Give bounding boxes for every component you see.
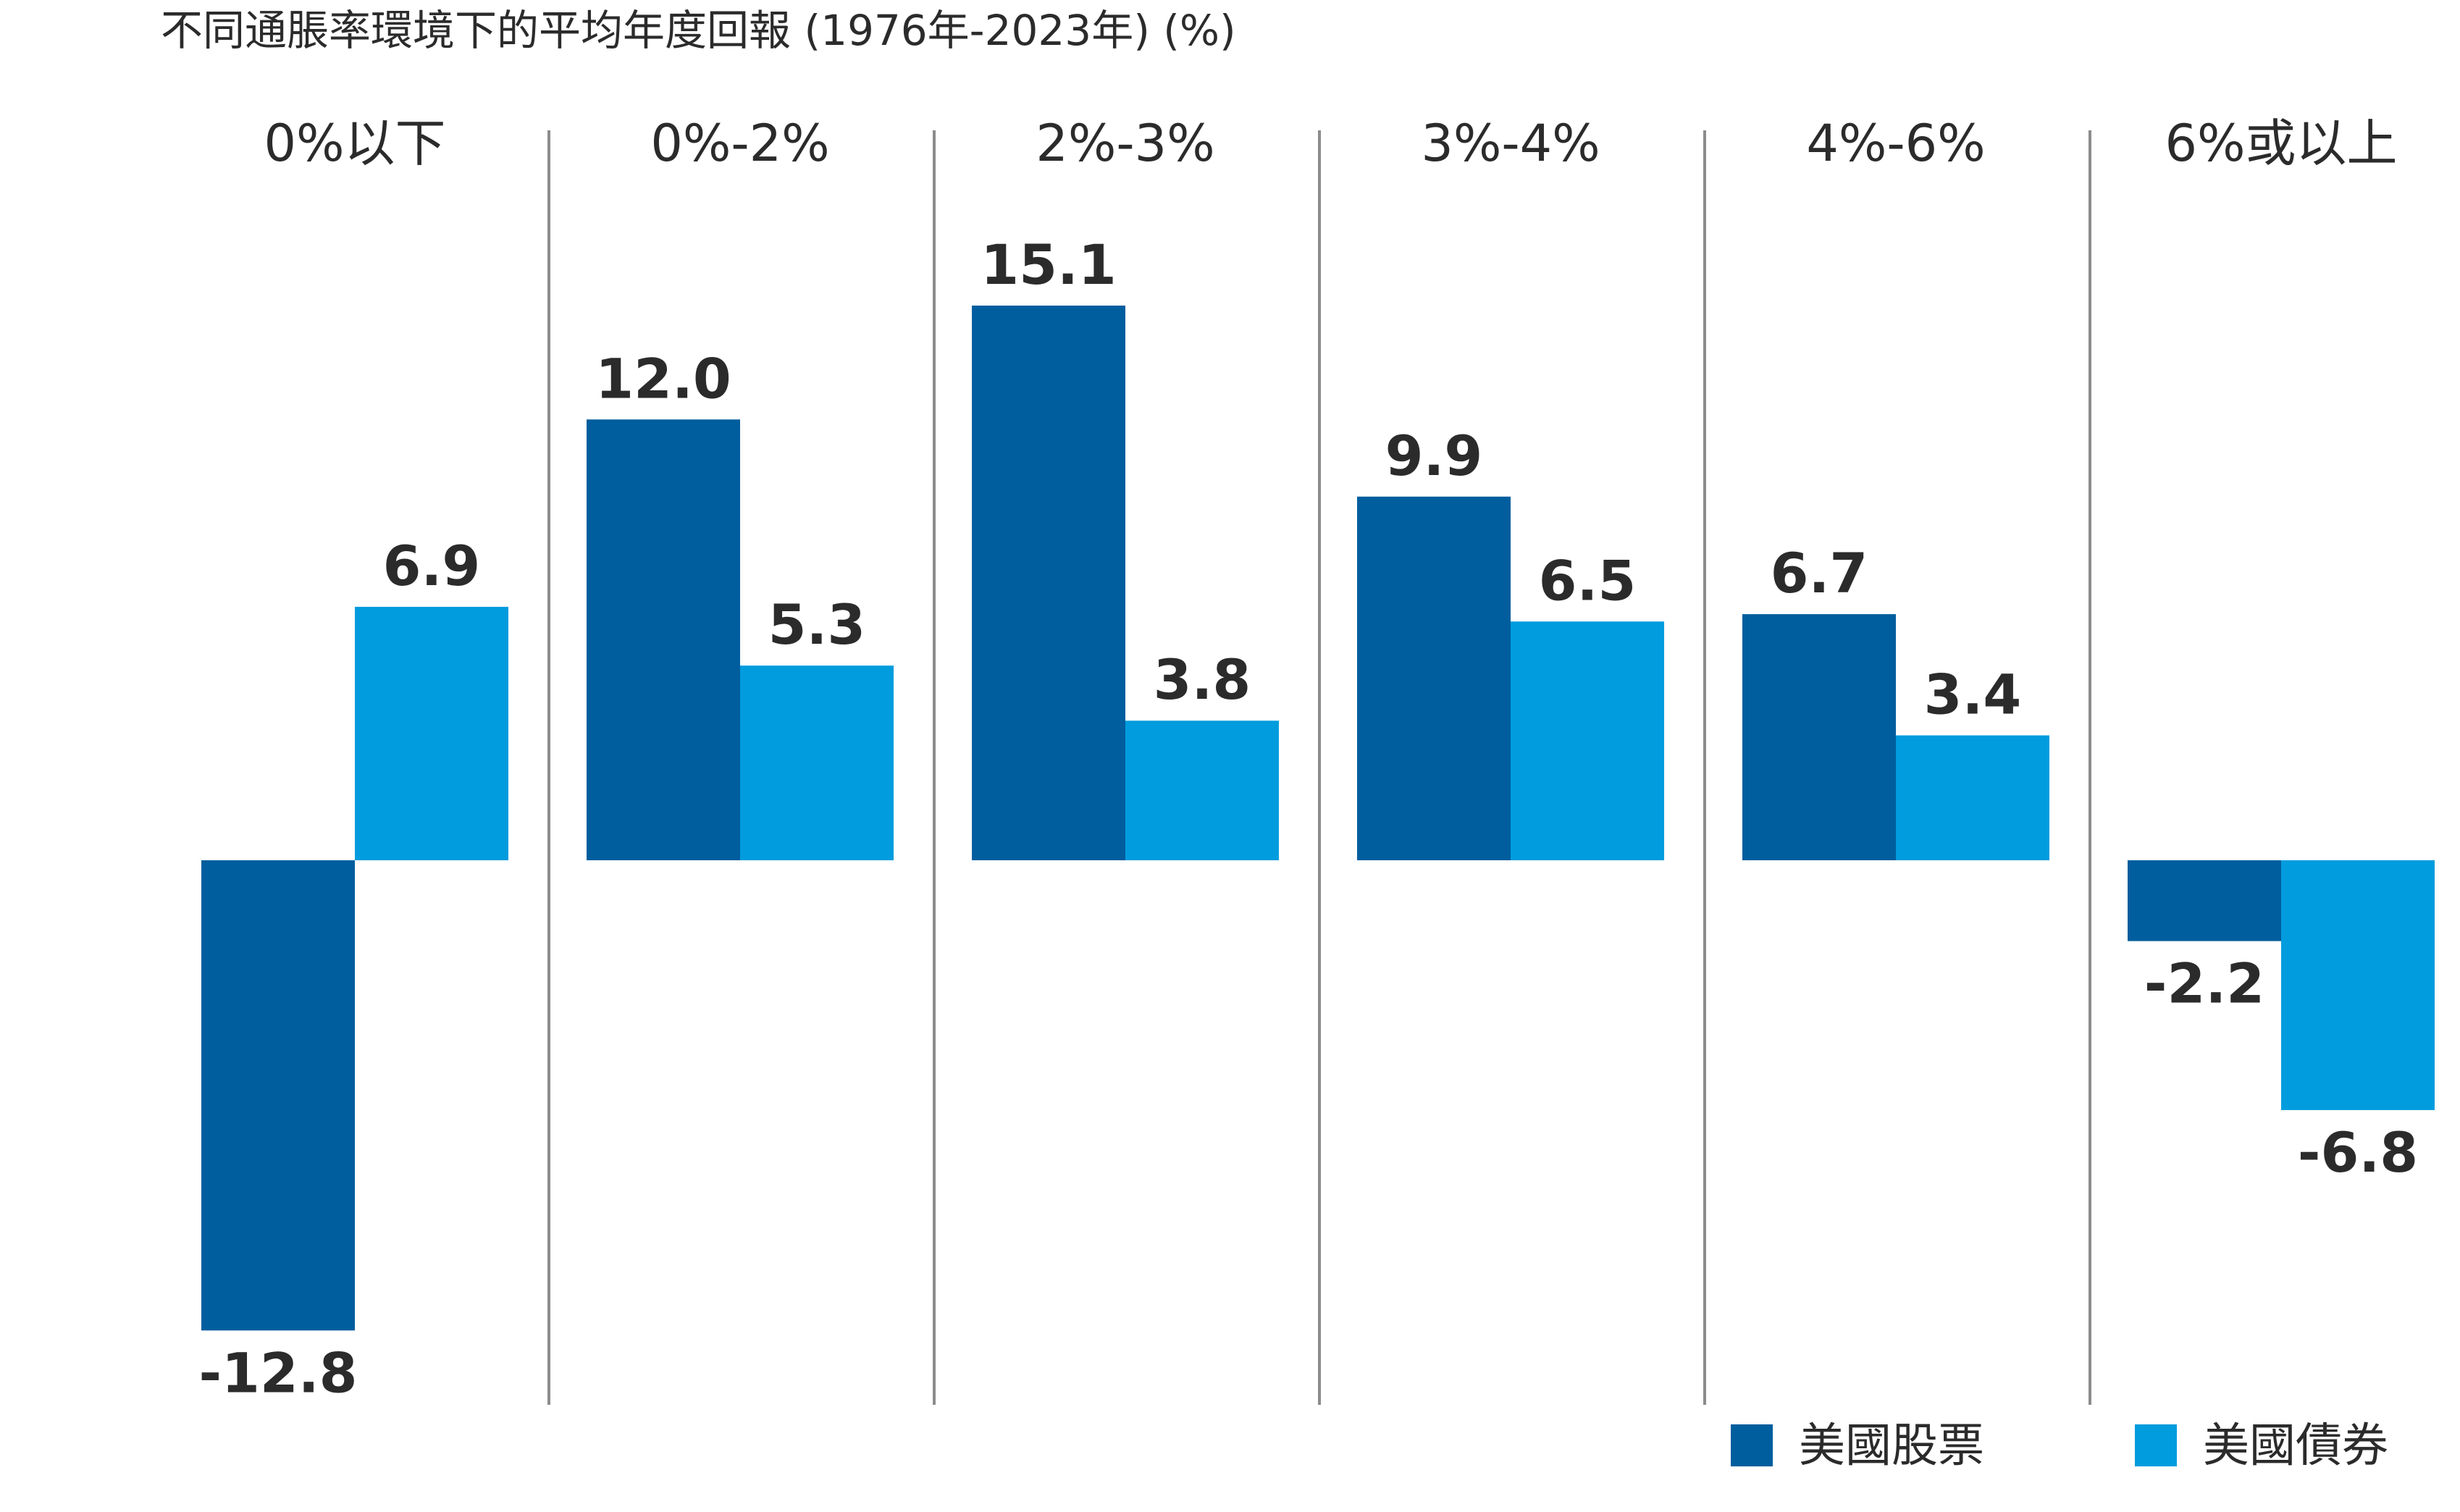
bar: [201, 860, 355, 1331]
bar: [1896, 735, 2049, 860]
legend-swatch: [2135, 1424, 2177, 1466]
bar: [1511, 621, 1664, 860]
chart-title: 不同通脹率環境下的平均年度回報 (1976年-2023年) (%): [161, 6, 1236, 55]
data-label: 3.4: [1924, 663, 2022, 727]
legend: 美國股票 美國債券: [1731, 1419, 2388, 1473]
data-label: -6.8: [2298, 1120, 2418, 1185]
data-label: 6.5: [1539, 548, 1637, 613]
category-label: 0%-2%: [650, 114, 829, 173]
category-label: 0%以下: [264, 114, 445, 173]
bar: [740, 665, 894, 860]
legend-label: 美國股票: [1799, 1419, 1984, 1473]
bar: [1125, 721, 1279, 860]
legend-swatch: [1731, 1424, 1773, 1466]
bar: [355, 606, 508, 860]
bars: [201, 306, 2435, 1331]
bar: [587, 419, 740, 860]
data-label: 5.3: [768, 592, 866, 657]
category-label: 3%-4%: [1421, 114, 1600, 173]
value-labels: -12.8 12.0 15.1 9.9 6.7 -2.2 6.9 5.3 3.8 6.5 3.4 -6…: [198, 232, 2418, 1405]
category-label: 4%-6%: [1806, 114, 1985, 173]
data-label: 9.9: [1385, 424, 1483, 488]
data-label: 6.7: [1771, 541, 1868, 605]
data-label: 12.0: [595, 346, 731, 411]
bar: [2128, 860, 2281, 941]
category-labels: 0%以下 0%-2% 2%-3% 3%-4% 4%-6% 6%或以上: [264, 114, 2397, 173]
data-label: 15.1: [981, 232, 1117, 297]
bar: [1742, 614, 1896, 860]
bar: [1357, 496, 1511, 860]
bar: [972, 306, 1125, 860]
data-label: 6.9: [383, 534, 481, 598]
data-label: -2.2: [2144, 952, 2264, 1016]
bar: [2281, 860, 2435, 1110]
data-label: 3.8: [1154, 647, 1251, 712]
category-label: 6%或以上: [2165, 114, 2397, 173]
category-label: 2%-3%: [1036, 114, 1214, 173]
data-label: -12.8: [198, 1340, 357, 1405]
legend-label: 美國債券: [2203, 1419, 2388, 1473]
category-separators: [547, 130, 2091, 1405]
